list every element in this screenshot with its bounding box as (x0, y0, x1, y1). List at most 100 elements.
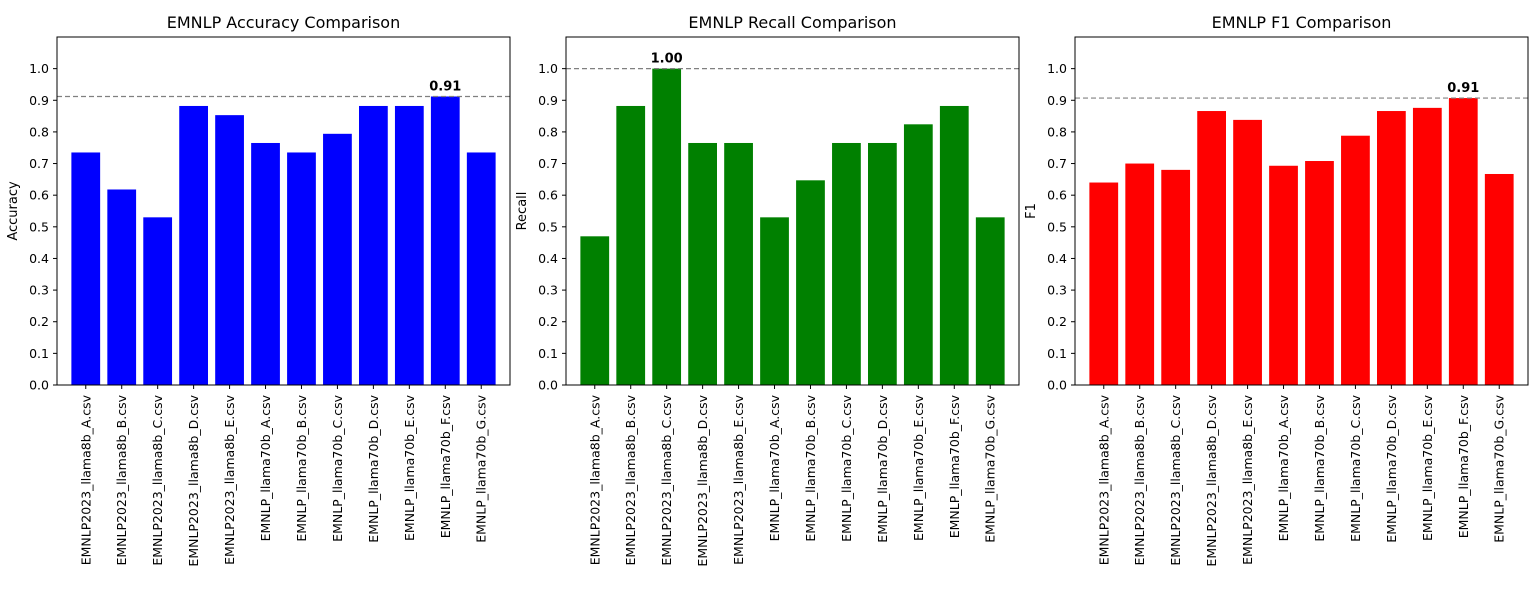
f1-bar (1197, 111, 1226, 386)
recall-bar (903, 124, 933, 386)
accuracy-chart-title: EMNLP Accuracy Comparison (167, 13, 400, 32)
f1-x-tick-label: EMNLP2023_llama8b_B.csv (1132, 394, 1147, 565)
accuracy-x-tick-label: EMNLP_llama70b_C.csv (330, 394, 345, 541)
accuracy-y-tick-label: 0.9 (29, 93, 49, 108)
accuracy-x-tick-label: EMNLP2023_llama8b_A.csv (78, 394, 93, 565)
f1-bar (1377, 111, 1406, 386)
f1-y-tick-label: 0.9 (1047, 93, 1067, 108)
f1-bar (1125, 163, 1155, 385)
f1-chart-title: EMNLP F1 Comparison (1212, 13, 1392, 32)
recall-best-value-label: 1.00 (651, 52, 683, 67)
accuracy-y-tick-label: 0.4 (29, 251, 49, 266)
accuracy-chart: EMNLP Accuracy Comparison Accuracy 0.91 0.0… (6, 13, 511, 567)
accuracy-bar (143, 217, 173, 385)
accuracy-y-tick-label: 0.0 (29, 378, 49, 393)
accuracy-y-tick-label: 0.6 (29, 188, 49, 203)
accuracy-x-tick-label: EMNLP_llama70b_A.csv (258, 394, 273, 541)
accuracy-x-tick-label: EMNLP_llama70b_G.csv (474, 394, 489, 542)
recall-y-tick-label: 0.3 (538, 283, 558, 298)
accuracy-y-tick-label: 0.2 (29, 314, 49, 329)
recall-bar (868, 142, 897, 385)
recall-y-tick-label: 0.4 (538, 251, 558, 266)
accuracy-axes-frame (56, 36, 511, 386)
recall-bar (832, 142, 861, 385)
accuracy-x-tick-label: EMNLP_llama70b_F.csv (438, 394, 453, 538)
accuracy-x-tick-label: EMNLP2023_llama8b_D.csv (186, 394, 201, 566)
recall-x-tick-label: EMNLP_llama70b_E.csv (911, 394, 926, 541)
accuracy-bar (466, 152, 496, 385)
f1-y-tick-label: 0.4 (1047, 251, 1067, 266)
recall-bar (580, 236, 610, 385)
f1-x-tick-label: EMNLP2023_llama8b_D.csv (1204, 394, 1219, 566)
accuracy-x-tick-label: EMNLP2023_llama8b_E.csv (222, 394, 237, 564)
f1-best-value-label: 0.91 (1447, 81, 1479, 96)
recall-x-tick-label: EMNLP_llama70b_F.csv (947, 394, 962, 538)
f1-y-tick-label: 0.0 (1047, 378, 1067, 393)
f1-y-tick-label: 0.2 (1047, 314, 1067, 329)
recall-y-tick-label: 0.0 (538, 378, 558, 393)
recall-y-tick-label: 0.2 (538, 314, 558, 329)
f1-chart: EMNLP F1 Comparison F1 0.91 0.0 0.1 0.2 0.3 0.4… (1024, 13, 1529, 567)
f1-x-tick-label: EMNLP2023_llama8b_E.csv (1240, 394, 1255, 564)
recall-bar (688, 142, 717, 385)
recall-x-tick-label: EMNLP2023_llama8b_B.csv (623, 394, 638, 565)
f1-bar (1089, 182, 1119, 385)
recall-y-tick-label: 0.9 (538, 93, 558, 108)
f1-x-tick-label: EMNLP_llama70b_D.csv (1384, 394, 1399, 542)
accuracy-y-axis-label: Accuracy (6, 181, 21, 241)
recall-chart-title: EMNLP Recall Comparison (688, 13, 896, 32)
f1-x-tick-label: EMNLP_llama70b_C.csv (1348, 394, 1363, 541)
accuracy-x-tick-label: EMNLP_llama70b_D.csv (366, 394, 381, 542)
recall-bar (652, 68, 682, 386)
recall-y-tick-label: 0.7 (538, 156, 558, 171)
accuracy-x-tick-label: EMNLP2023_llama8b_C.csv (150, 394, 165, 565)
recall-bar (939, 105, 969, 385)
f1-x-tick-label: EMNLP_llama70b_B.csv (1312, 394, 1327, 541)
f1-bar (1233, 119, 1262, 386)
recall-x-tick-label: EMNLP2023_llama8b_C.csv (659, 394, 674, 565)
recall-x-tick-label: EMNLP2023_llama8b_E.csv (731, 394, 746, 564)
f1-bar (1161, 169, 1191, 385)
recall-y-tick-label: 0.5 (538, 219, 558, 234)
recall-bar (796, 180, 825, 385)
f1-bar (1448, 98, 1478, 386)
f1-x-tick-label: EMNLP_llama70b_F.csv (1456, 394, 1471, 538)
f1-bar (1269, 165, 1298, 385)
accuracy-bar (179, 105, 208, 385)
recall-bar (616, 105, 646, 385)
recall-x-tick-label: EMNLP2023_llama8b_A.csv (587, 394, 602, 565)
recall-chart: EMNLP Recall Comparison Recall 1.00 0.0 0.1 0… (515, 13, 1020, 567)
f1-x-tick-label: EMNLP_llama70b_E.csv (1420, 394, 1435, 541)
accuracy-bar (430, 96, 460, 385)
accuracy-bar (394, 105, 424, 385)
recall-bar (724, 142, 753, 385)
recall-x-tick-label: EMNLP_llama70b_C.csv (839, 394, 854, 541)
f1-bar (1412, 107, 1442, 386)
accuracy-bar (107, 189, 137, 385)
f1-y-tick-label: 0.6 (1047, 188, 1067, 203)
f1-y-tick-label: 0.1 (1047, 346, 1067, 361)
f1-y-axis-label: F1 (1024, 203, 1039, 219)
accuracy-x-tick-label: EMNLP_llama70b_E.csv (402, 394, 417, 541)
recall-x-tick-label: EMNLP_llama70b_D.csv (875, 394, 890, 542)
accuracy-bar (287, 152, 316, 385)
accuracy-y-tick-label: 0.7 (29, 156, 49, 171)
recall-x-tick-label: EMNLP2023_llama8b_D.csv (695, 394, 710, 566)
f1-y-tick-label: 0.7 (1047, 156, 1067, 171)
accuracy-y-tick-label: 0.1 (29, 346, 49, 361)
recall-axes-frame (565, 36, 1020, 386)
recall-y-tick-label: 0.8 (538, 124, 558, 139)
f1-bar (1484, 173, 1514, 385)
recall-x-tick-label: EMNLP_llama70b_G.csv (983, 394, 998, 542)
f1-axes-frame (1074, 36, 1529, 386)
accuracy-x-tick-label: EMNLP2023_llama8b_B.csv (114, 394, 129, 565)
recall-y-axis-label: Recall (515, 192, 530, 231)
recall-y-tick-label: 0.6 (538, 188, 558, 203)
accuracy-bar (359, 105, 388, 385)
f1-bar (1305, 161, 1334, 385)
recall-bar (975, 217, 1005, 385)
recall-y-tick-label: 0.1 (538, 346, 558, 361)
accuracy-bar (251, 142, 280, 385)
accuracy-x-tick-label: EMNLP_llama70b_B.csv (294, 394, 309, 541)
